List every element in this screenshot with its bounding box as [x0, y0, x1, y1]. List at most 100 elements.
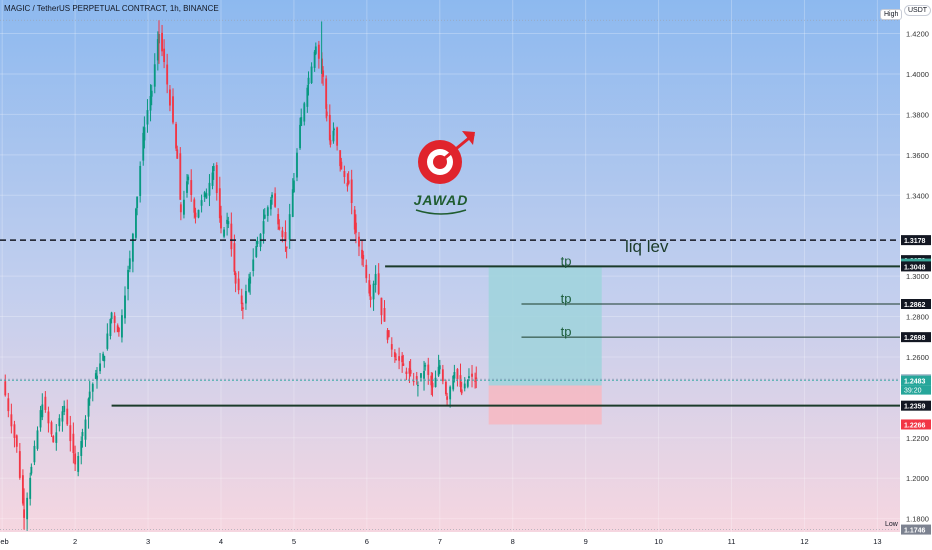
y-tick-label: 1.4200: [906, 30, 929, 39]
candle-body: [386, 330, 389, 340]
currency-button[interactable]: USDT: [904, 5, 932, 16]
target-zone: [488, 266, 602, 386]
candle-body: [127, 269, 130, 290]
candle-body: [36, 430, 39, 449]
candle-body: [80, 441, 83, 456]
candle-body: [116, 325, 119, 333]
logo-underline: [415, 209, 467, 215]
candle-body: [121, 315, 123, 338]
candle-body: [284, 231, 287, 242]
price-tag-label: 1.3178: [904, 238, 926, 245]
candle-body: [468, 376, 470, 379]
chart-symbol-header: MAGIC / TetherUS PERPETUAL CONTRACT, 1h,…: [4, 4, 219, 13]
candle-body: [55, 432, 58, 443]
candle-body: [405, 371, 408, 375]
candle-body: [237, 278, 240, 291]
x-tick-label: 3: [146, 537, 150, 546]
candle-body: [262, 221, 265, 234]
x-tick-label: 11: [728, 537, 736, 546]
x-tick-label: 8: [511, 537, 515, 546]
tp-label: tp: [561, 253, 572, 268]
candle-body: [325, 111, 328, 117]
candle-body: [347, 180, 350, 184]
candle-body: [39, 410, 42, 428]
candle-body: [332, 130, 335, 142]
candle-body: [353, 209, 356, 230]
candle-body: [307, 77, 310, 85]
candle-body: [278, 226, 281, 230]
candle-body: [453, 372, 456, 379]
candle-body: [109, 319, 112, 337]
candle-body: [128, 258, 131, 269]
candle-body: [161, 32, 163, 52]
candle-body: [203, 192, 206, 198]
candle-body: [208, 182, 211, 196]
candle-body: [380, 297, 383, 316]
candle-body: [369, 296, 372, 300]
candle-body: [88, 391, 91, 399]
time-axis[interactable]: Feb 2 3 4 5 6 7 8 9 10 11 12 13: [0, 537, 882, 546]
candle-body: [183, 199, 185, 215]
time-axis-background: [0, 532, 932, 550]
candle-body: [256, 240, 259, 244]
candle-body: [7, 398, 10, 412]
candle-body: [135, 208, 137, 238]
y-tick-label: 1.3400: [906, 191, 929, 200]
candle-body: [131, 233, 134, 262]
candles: [4, 20, 478, 531]
candle-body: [459, 375, 462, 387]
price-tag: [901, 375, 931, 386]
candle-body: [26, 497, 29, 520]
candle-body: [420, 373, 422, 378]
candle-body: [81, 432, 84, 437]
candle-body: [277, 214, 280, 225]
candle-body: [471, 373, 473, 377]
candle-body: [292, 180, 295, 193]
x-tick-label: Feb: [0, 537, 9, 546]
candle-body: [72, 433, 75, 453]
candle-body: [252, 259, 255, 272]
candle-body: [446, 396, 449, 400]
candle-body: [401, 355, 404, 363]
countdown-label: 39:20: [904, 388, 922, 395]
candle-body: [215, 165, 218, 194]
candle-body: [387, 330, 390, 338]
x-tick-label: 9: [584, 537, 588, 546]
candle-body: [402, 363, 405, 366]
candle-body: [452, 375, 455, 390]
price-tag-label: 1.3048: [904, 264, 926, 271]
candle-body: [103, 355, 106, 362]
y-tick-label: 1.3000: [906, 272, 929, 281]
candle-body: [186, 181, 188, 193]
candle-body: [106, 333, 109, 349]
candle-body: [427, 364, 430, 375]
candle-body: [69, 425, 72, 442]
candle-body: [13, 424, 16, 438]
candle-body: [166, 64, 169, 85]
price-axis[interactable]: 1.4200 1.4000 1.3800 1.3600 1.3400 1.3000 1.28…: [906, 30, 929, 524]
candle-body: [281, 230, 284, 238]
candle-body: [383, 308, 386, 322]
price-tag: [901, 419, 931, 430]
candle-body: [310, 66, 313, 84]
price-tag-label: 1.2483: [904, 379, 926, 386]
candle-body: [66, 408, 69, 425]
candle-body: [408, 368, 411, 374]
candle-body: [313, 51, 316, 68]
candle-body: [395, 359, 397, 361]
tp-label: tp: [561, 324, 572, 339]
price-tag-label: 1.2266: [904, 422, 926, 429]
candle-body: [393, 352, 396, 358]
candle-body: [271, 194, 273, 198]
candle-body: [193, 199, 196, 213]
candle-body: [218, 188, 221, 219]
candle-body: [18, 451, 21, 478]
horizontal-lines: liq lev tp tp tp: [0, 19, 900, 530]
candle-body: [339, 150, 342, 167]
candle-body: [139, 165, 142, 196]
high-button[interactable]: High: [880, 9, 903, 20]
candle-body: [169, 89, 171, 106]
candle-body: [248, 278, 250, 292]
candle-body: [424, 365, 427, 367]
